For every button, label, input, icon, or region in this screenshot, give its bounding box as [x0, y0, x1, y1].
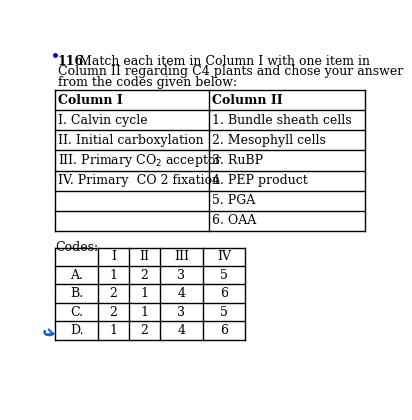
Text: 4: 4 — [177, 287, 185, 300]
Text: II. Initial carboxylation: II. Initial carboxylation — [59, 134, 204, 147]
Text: 1. Bundle sheath cells: 1. Bundle sheath cells — [212, 114, 351, 127]
Text: 6: 6 — [220, 324, 228, 337]
Text: 3: 3 — [177, 306, 185, 319]
Text: IV. Primary  CO 2 fixation: IV. Primary CO 2 fixation — [59, 174, 220, 187]
Text: 2: 2 — [140, 269, 148, 282]
Text: 5: 5 — [220, 269, 228, 282]
Text: from the codes given below:: from the codes given below: — [58, 76, 237, 89]
Text: IV: IV — [217, 250, 231, 263]
Text: 1: 1 — [140, 306, 148, 319]
Text: 116.: 116. — [58, 55, 88, 68]
Text: I. Calvin cycle: I. Calvin cycle — [59, 114, 148, 127]
Text: 2: 2 — [110, 287, 117, 300]
Text: II: II — [140, 250, 150, 263]
Text: Column II: Column II — [212, 94, 283, 107]
Text: 2: 2 — [140, 324, 148, 337]
Text: 3: 3 — [177, 269, 185, 282]
Text: III: III — [174, 250, 189, 263]
Text: 5: 5 — [220, 306, 228, 319]
Text: Match each item in Column I with one item in: Match each item in Column I with one ite… — [80, 55, 370, 68]
Text: III. Primary CO$_2$ acceptor: III. Primary CO$_2$ acceptor — [59, 152, 223, 169]
Text: Codes:: Codes: — [55, 241, 98, 255]
Text: C.: C. — [70, 306, 83, 319]
Text: 5. PGA: 5. PGA — [212, 194, 255, 207]
Text: 2: 2 — [110, 306, 117, 319]
Text: B.: B. — [70, 287, 83, 300]
Text: 1: 1 — [110, 324, 117, 337]
Text: A.: A. — [70, 269, 83, 282]
Text: Column II regarding C4 plants and chose your answer: Column II regarding C4 plants and chose … — [58, 66, 403, 79]
Text: 6: 6 — [220, 287, 228, 300]
Text: 4: 4 — [177, 324, 185, 337]
Text: D.: D. — [70, 324, 84, 337]
Text: 2. Mesophyll cells: 2. Mesophyll cells — [212, 134, 326, 147]
Text: 1: 1 — [140, 287, 148, 300]
Text: 6. OAA: 6. OAA — [212, 214, 256, 227]
Text: Column I: Column I — [59, 94, 123, 107]
Text: 4. PEP product: 4. PEP product — [212, 174, 308, 187]
Text: 1: 1 — [110, 269, 117, 282]
Text: I: I — [111, 250, 116, 263]
Text: 3. RuBP: 3. RuBP — [212, 154, 263, 167]
